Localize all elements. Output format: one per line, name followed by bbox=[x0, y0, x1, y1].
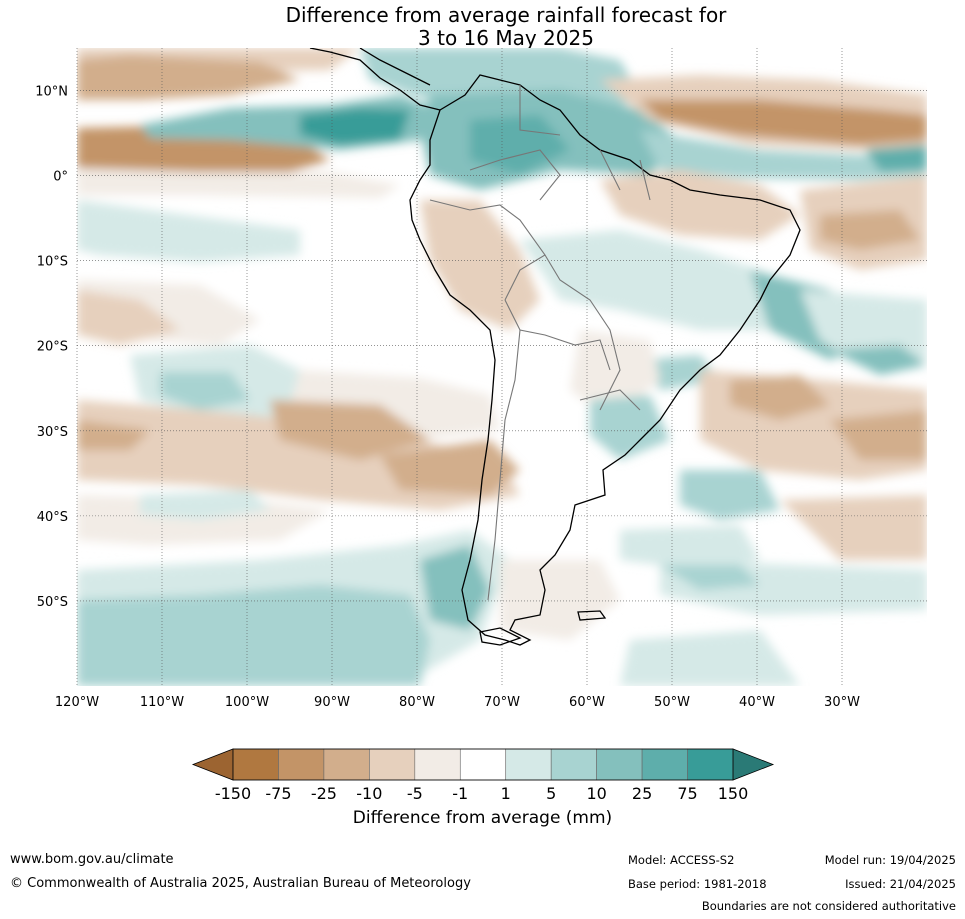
colorbar-tick-label: -25 bbox=[311, 784, 337, 800]
colorbar-label: Difference from average (mm) bbox=[352, 808, 613, 828]
longitude-tick-label: 90°W bbox=[314, 695, 350, 710]
colorbar-tick-labels: -150 -75 -25 -10 -5 -1 1 5 10 25 75 150 bbox=[215, 784, 748, 800]
latitude-tick-label: 10°S bbox=[37, 255, 68, 270]
colorbar-segment bbox=[505, 748, 552, 781]
map-title: Difference from average rainfall forecas… bbox=[0, 4, 965, 50]
model-run-text: Model run: 19/04/2025 bbox=[824, 853, 956, 867]
colorbar-segment bbox=[323, 748, 370, 781]
colorbar-tick-label: -150 bbox=[215, 784, 251, 800]
colorbar-tick-label: -1 bbox=[452, 784, 468, 800]
disclaimer-text: Boundaries are not considered authoritat… bbox=[701, 899, 956, 913]
longitude-tick-label: 100°W bbox=[225, 695, 269, 710]
longitude-tick-label: 110°W bbox=[140, 695, 184, 710]
longitude-tick-label: 50°W bbox=[654, 695, 690, 710]
latitude-labels: 10°N 0° 10°S 20°S 30°S 40°S 50°S bbox=[35, 85, 68, 610]
longitude-tick-label: 80°W bbox=[399, 695, 435, 710]
colorbar-tick-label: 25 bbox=[632, 784, 652, 800]
colorbar-tick-label: -5 bbox=[407, 784, 423, 800]
latitude-tick-label: 10°N bbox=[35, 85, 68, 100]
colorbar bbox=[191, 748, 775, 781]
colorbar-tick-label: 75 bbox=[677, 784, 697, 800]
colorbar-segment bbox=[414, 748, 461, 781]
colorbar-tick-label: 150 bbox=[718, 784, 749, 800]
colorbar-tick-label: 5 bbox=[546, 784, 556, 800]
colorbar-tick-label: -10 bbox=[356, 784, 382, 800]
title-line-2: 3 to 16 May 2025 bbox=[418, 26, 594, 50]
longitude-tick-label: 30°W bbox=[824, 695, 860, 710]
latitude-tick-label: 30°S bbox=[37, 425, 68, 440]
colorbar-low-extend bbox=[191, 748, 234, 781]
colorbar-segment bbox=[596, 748, 643, 781]
colorbar-segment bbox=[459, 748, 507, 781]
latitude-tick-label: 40°S bbox=[37, 510, 68, 525]
latitude-tick-label: 50°S bbox=[37, 595, 68, 610]
colorbar-segment bbox=[687, 748, 734, 781]
colorbar-segment bbox=[641, 748, 688, 781]
colorbar-outline bbox=[232, 748, 734, 781]
country-borders bbox=[429, 85, 651, 601]
website-link[interactable]: www.bom.gov.au/climate bbox=[10, 852, 174, 867]
title-line-1: Difference from average rainfall forecas… bbox=[285, 3, 727, 27]
longitude-tick-label: 40°W bbox=[739, 695, 775, 710]
rainfall-anomaly-map: 120°W 110°W 100°W 90°W 80°W 70°W 60°W 50°W 40°W 3… bbox=[35, 48, 927, 800]
colorbar-tick-label: 10 bbox=[586, 784, 606, 800]
colorbar-segment bbox=[278, 748, 325, 781]
coastline bbox=[309, 48, 801, 646]
longitude-labels: 120°W 110°W 100°W 90°W 80°W 70°W 60°W 50°W 40°W 3… bbox=[55, 695, 860, 710]
colorbar-segment bbox=[369, 748, 416, 781]
central-america-coast bbox=[309, 48, 441, 111]
colorbar-tick-label: -75 bbox=[265, 784, 291, 800]
base-period-text: Base period: 1981-2018 bbox=[628, 877, 767, 891]
model-text: Model: ACCESS-S2 bbox=[628, 853, 735, 867]
latitude-tick-label: 0° bbox=[53, 170, 68, 185]
colorbar-high-extend bbox=[732, 748, 775, 781]
colorbar-segment bbox=[550, 748, 597, 781]
colorbar-tick-label: 1 bbox=[501, 784, 511, 800]
colorbar-segment bbox=[232, 748, 279, 781]
gridlines bbox=[76, 48, 927, 686]
longitude-tick-label: 70°W bbox=[484, 695, 520, 710]
issued-text: Issued: 21/04/2025 bbox=[845, 877, 956, 891]
south-america-coast bbox=[409, 74, 801, 646]
latitude-tick-label: 20°S bbox=[37, 340, 68, 355]
tierra-del-fuego bbox=[479, 627, 522, 646]
copyright-text: © Commonwealth of Australia 2025, Austra… bbox=[10, 876, 471, 891]
longitude-tick-label: 120°W bbox=[55, 695, 99, 710]
falkland-islands bbox=[577, 610, 607, 621]
longitude-tick-label: 60°W bbox=[569, 695, 605, 710]
